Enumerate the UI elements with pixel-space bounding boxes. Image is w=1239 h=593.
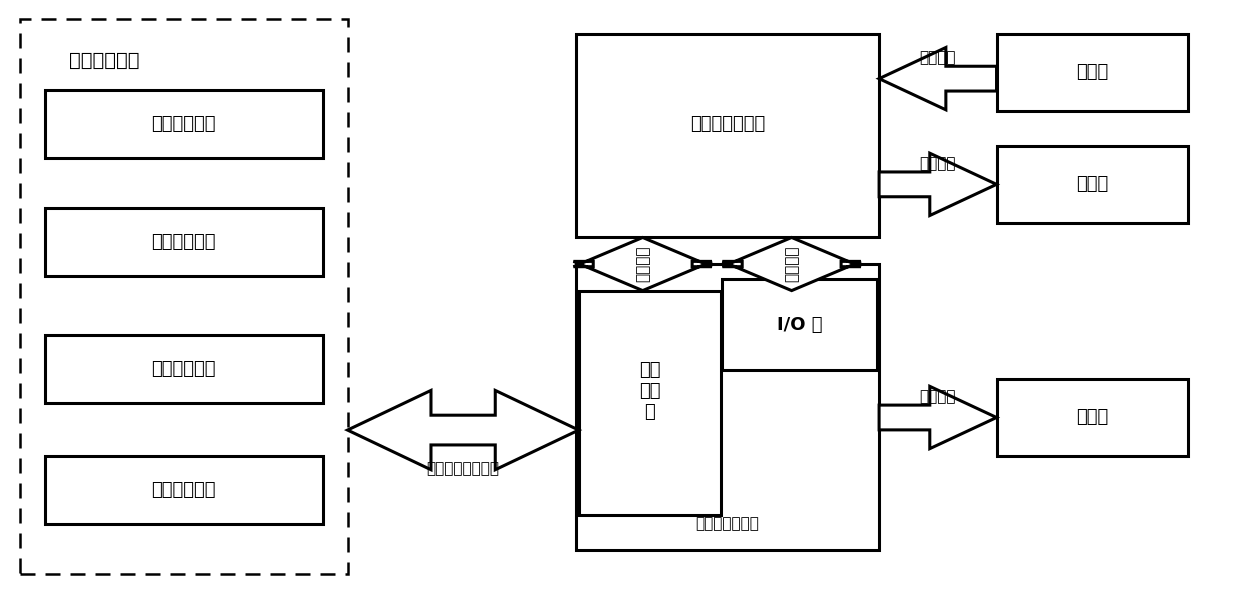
Bar	[579, 291, 721, 515]
Bar	[45, 90, 323, 158]
Bar	[45, 456, 323, 524]
Polygon shape	[880, 47, 996, 110]
Text: 帧信号、图像通讯: 帧信号、图像通讯	[426, 461, 499, 476]
Text: 第三相机组件: 第三相机组件	[151, 360, 216, 378]
Text: 结果信号: 结果信号	[919, 390, 957, 404]
Polygon shape	[347, 390, 579, 470]
Bar	[576, 34, 880, 237]
Bar	[722, 279, 877, 370]
Text: 电磁阀: 电磁阀	[1077, 176, 1109, 193]
Text: 第四相机组件: 第四相机组件	[151, 481, 216, 499]
Text: 图像采集单元: 图像采集单元	[69, 51, 140, 70]
Bar	[576, 264, 880, 550]
Text: I/O 卡: I/O 卡	[777, 315, 823, 333]
Text: 位置信号: 位置信号	[919, 50, 957, 65]
Text: 采集剥除控制器: 采集剥除控制器	[690, 115, 766, 133]
Polygon shape	[880, 386, 996, 449]
Bar	[20, 19, 347, 574]
Text: 编码盘: 编码盘	[1077, 63, 1109, 81]
Polygon shape	[574, 237, 712, 291]
Text: 触发信号: 触发信号	[784, 246, 799, 282]
Bar	[996, 146, 1188, 223]
Text: 第一相机组件: 第一相机组件	[151, 115, 216, 133]
Bar	[45, 335, 323, 403]
Polygon shape	[880, 153, 996, 215]
Polygon shape	[722, 237, 861, 291]
Text: 第二相机组件: 第二相机组件	[151, 233, 216, 251]
Text: 图像
采集
卡: 图像 采集 卡	[639, 361, 660, 421]
Text: 显示器: 显示器	[1077, 409, 1109, 426]
Bar	[996, 379, 1188, 456]
Text: 剥除信号: 剥除信号	[919, 156, 957, 171]
Text: 图像信号: 图像信号	[636, 246, 650, 282]
Bar	[996, 34, 1188, 110]
Bar	[45, 208, 323, 276]
Text: 图像处理服务器: 图像处理服务器	[696, 517, 760, 531]
